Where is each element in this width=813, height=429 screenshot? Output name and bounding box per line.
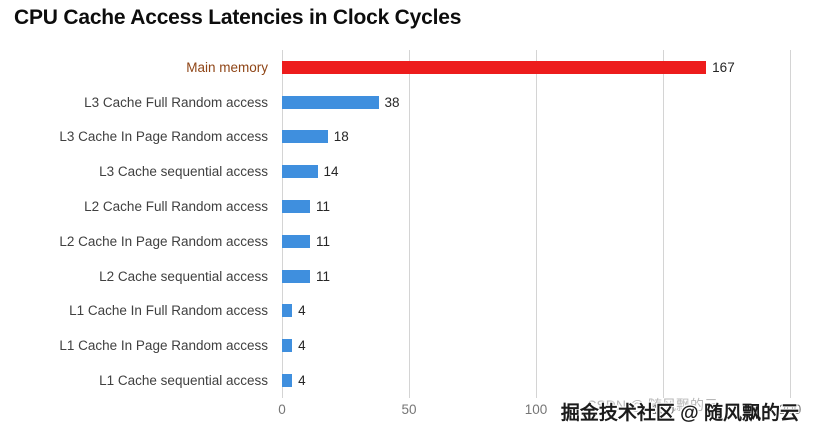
category-label: L3 Cache Full Random access bbox=[84, 94, 268, 110]
x-tick-label: 200 bbox=[778, 402, 802, 417]
bar-track: 4 bbox=[282, 294, 790, 329]
chart-row: L3 Cache Full Random access 38 bbox=[0, 85, 790, 120]
chart-title: CPU Cache Access Latencies in Clock Cycl… bbox=[14, 6, 462, 29]
x-axis: 0 50 100 150 200 bbox=[278, 400, 801, 422]
chart-row: L2 Cache In Page Random access 11 bbox=[0, 224, 790, 259]
bar bbox=[282, 200, 310, 214]
bar-track: 11 bbox=[282, 224, 790, 259]
value-label: 11 bbox=[315, 199, 330, 215]
chart-row: Main memory 167 bbox=[0, 50, 790, 85]
bar bbox=[282, 165, 318, 179]
gridline-100 bbox=[536, 50, 537, 398]
value-label: 167 bbox=[712, 59, 735, 75]
bar bbox=[282, 95, 379, 109]
chart-row: L1 Cache In Page Random access 4 bbox=[0, 328, 790, 363]
bar bbox=[282, 130, 328, 144]
bar-track: 11 bbox=[282, 189, 790, 224]
chart-row: L3 Cache sequential access 14 bbox=[0, 154, 790, 189]
bar-track: 4 bbox=[282, 328, 790, 363]
bar bbox=[282, 374, 293, 388]
bar bbox=[282, 269, 310, 283]
value-label: 18 bbox=[333, 129, 349, 145]
category-label: L2 Cache In Page Random access bbox=[59, 233, 268, 249]
bar-track: 4 bbox=[282, 363, 790, 398]
bar-track: 11 bbox=[282, 259, 790, 294]
value-label: 11 bbox=[315, 233, 330, 249]
bar bbox=[282, 234, 310, 248]
category-label: L1 Cache In Full Random access bbox=[69, 303, 268, 319]
value-label: 11 bbox=[315, 268, 330, 284]
bar bbox=[282, 304, 293, 318]
x-tick-label: 50 bbox=[401, 402, 417, 417]
value-label: 38 bbox=[384, 94, 400, 110]
chart-row: L2 Cache sequential access 11 bbox=[0, 259, 790, 294]
chart-row: L1 Cache In Full Random access 4 bbox=[0, 294, 790, 329]
chart-row: L2 Cache Full Random access 11 bbox=[0, 189, 790, 224]
value-label: 14 bbox=[323, 164, 339, 180]
category-label: Main memory bbox=[186, 59, 268, 75]
bar-track: 167 bbox=[282, 50, 790, 85]
x-tick-label: 150 bbox=[651, 402, 675, 417]
gridlines bbox=[282, 50, 791, 398]
chart-row: L3 Cache In Page Random access 18 bbox=[0, 120, 790, 155]
category-label: L2 Cache sequential access bbox=[99, 268, 268, 284]
x-tick-label: 100 bbox=[524, 402, 548, 417]
gridline-200 bbox=[790, 50, 791, 398]
watermark-primary: 掘金技术社区 @ 随风飘的云 bbox=[560, 403, 799, 424]
value-label: 4 bbox=[298, 373, 306, 389]
watermark-secondary: CSDN @ 随风飘的云 bbox=[586, 397, 718, 413]
bar-track: 14 bbox=[282, 154, 790, 189]
bar-track: 38 bbox=[282, 85, 790, 120]
gridline-150 bbox=[663, 50, 664, 398]
category-label: L3 Cache sequential access bbox=[99, 164, 268, 180]
value-label: 4 bbox=[298, 303, 306, 319]
gridline-50 bbox=[409, 50, 410, 398]
bar bbox=[282, 60, 707, 74]
category-label: L1 Cache sequential access bbox=[99, 373, 268, 389]
category-label: L1 Cache In Page Random access bbox=[59, 338, 268, 354]
chart-rows: Main memory 167 L3 Cache Full Random acces… bbox=[0, 50, 790, 398]
category-label: L2 Cache Full Random access bbox=[84, 199, 268, 215]
bar bbox=[282, 339, 293, 353]
x-tick-label: 0 bbox=[278, 402, 286, 417]
chart-row: L1 Cache sequential access 4 bbox=[0, 363, 790, 398]
category-label: L3 Cache In Page Random access bbox=[59, 129, 268, 145]
gridline-0 bbox=[282, 50, 283, 398]
bar-track: 18 bbox=[282, 120, 790, 155]
value-label: 4 bbox=[298, 338, 306, 354]
bar-chart: Main memory 167 L3 Cache Full Random acces… bbox=[0, 50, 791, 398]
